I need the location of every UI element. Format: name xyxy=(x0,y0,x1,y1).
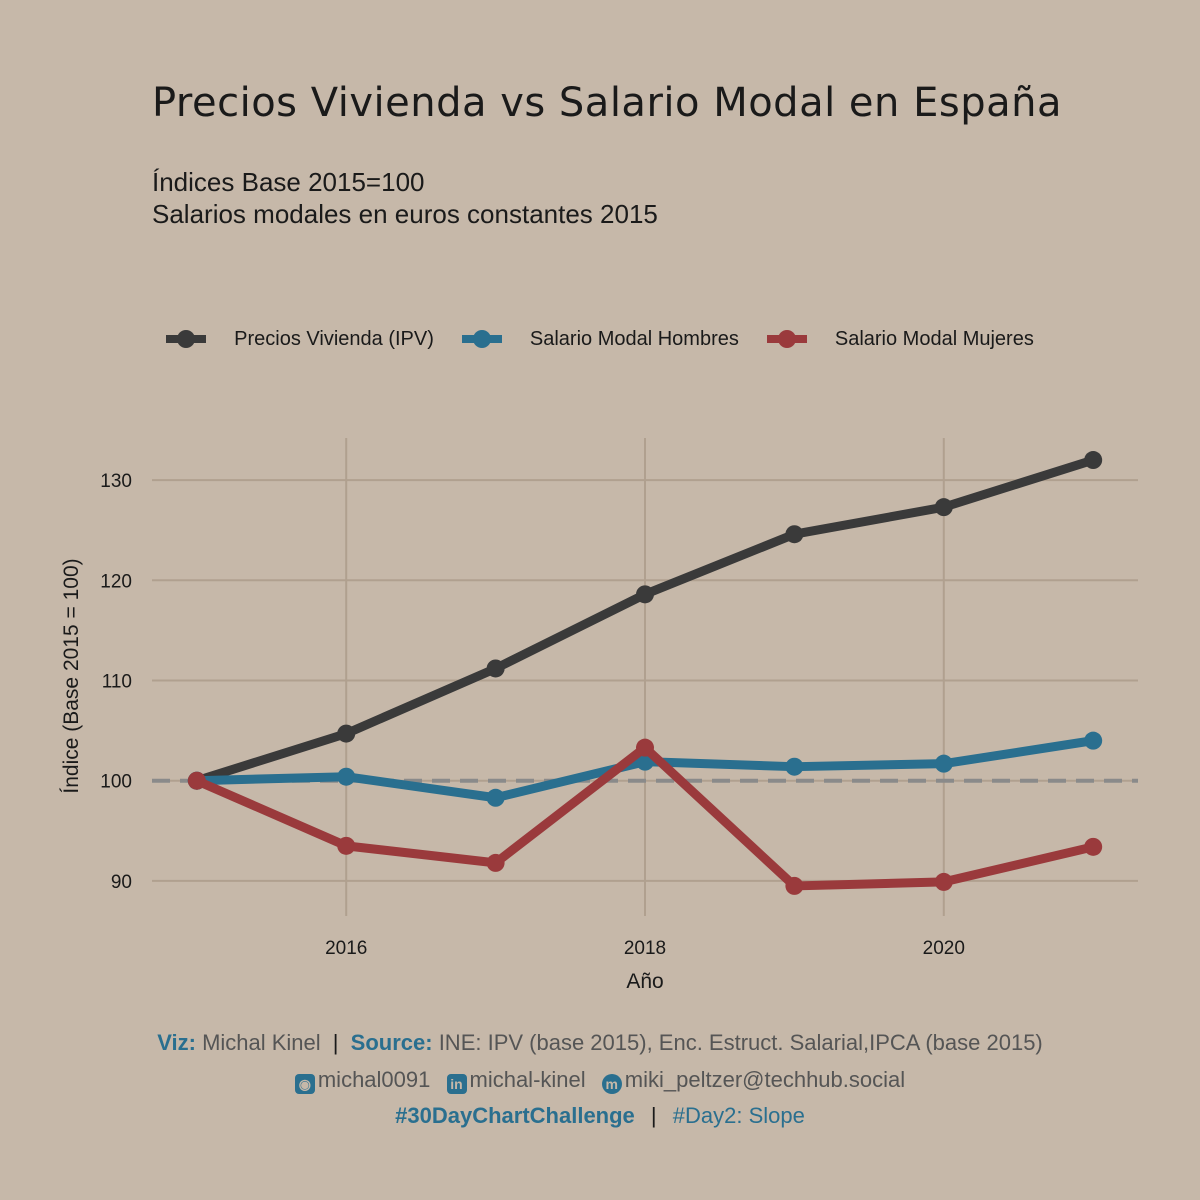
point-hombres-2020 xyxy=(934,754,953,773)
hashtag-separator: | xyxy=(650,1103,657,1128)
viz-label: Viz: xyxy=(157,1030,196,1055)
point-mujeres-2016 xyxy=(337,836,356,855)
challenge-hashtag: #30DayChartChallenge xyxy=(395,1103,635,1128)
point-hombres-2021 xyxy=(1084,731,1103,750)
github-handle[interactable]: michal0091 xyxy=(317,1067,431,1092)
y-tick-label-90: 90 xyxy=(111,872,132,893)
point-ipv-2016 xyxy=(337,724,356,743)
point-hombres-2019 xyxy=(785,757,804,776)
linkedin-handle[interactable]: michal-kinel xyxy=(469,1067,586,1092)
x-tick-label-2020: 2020 xyxy=(923,938,965,959)
subtitle-line-2: Salarios modales en euros constantes 201… xyxy=(152,199,658,229)
point-mujeres-2020 xyxy=(934,872,953,891)
chart-title: Precios Vivienda vs Salario Modal en Esp… xyxy=(152,80,1062,126)
series-group xyxy=(187,451,1103,895)
chart-subtitle: Índices Base 2015=100 Salarios modales e… xyxy=(152,166,658,230)
grid xyxy=(152,438,1138,916)
line-chart: 90 100 110 120 130 2016 2018 2020 Año Índice (B… xyxy=(60,438,1138,993)
legend-label-mujeres: Salario Modal Mujeres xyxy=(834,327,1034,350)
legend-key-mujeres xyxy=(766,330,807,348)
point-mujeres-2019 xyxy=(785,876,804,895)
footer-social: ◉ michal0091 in michal-kinel m miki_peltzer… xyxy=(0,1067,1200,1094)
viz-value: Michal Kinel xyxy=(202,1030,321,1055)
legend-key-ipv xyxy=(166,330,207,348)
point-ipv-2017 xyxy=(486,659,505,678)
point-mujeres-2021 xyxy=(1084,837,1103,856)
subtitle-line-1: Índices Base 2015=100 xyxy=(152,167,425,197)
x-axis-label: Año xyxy=(626,970,663,993)
point-ipv-2020 xyxy=(934,498,953,517)
y-tick-label-100: 100 xyxy=(100,772,132,793)
legend-label-hombres: Salario Modal Hombres xyxy=(529,327,739,350)
point-mujeres-2017 xyxy=(486,853,505,872)
point-hombres-2016 xyxy=(337,767,356,786)
linkedin-icon: in xyxy=(446,1074,467,1094)
tick-labels: 90 100 110 120 130 2016 2018 2020 xyxy=(100,471,965,959)
mastodon-handle[interactable]: miki_peltzer@techhub.social xyxy=(624,1067,906,1092)
mastodon-icon: m xyxy=(601,1074,622,1094)
y-tick-label-120: 120 xyxy=(100,571,132,592)
legend-item-hombres: Salario Modal Hombres xyxy=(461,324,739,354)
footer-credits: Viz: Michal Kinel | Source: INE: IPV (ba… xyxy=(0,1030,1200,1056)
footer-separator: | xyxy=(332,1030,339,1055)
source-label: Source: xyxy=(350,1030,433,1055)
day-hashtag: #Day2: Slope xyxy=(672,1103,805,1128)
footer-hashtags: #30DayChartChallenge | #Day2: Slope xyxy=(0,1103,1200,1129)
x-tick-label-2016: 2016 xyxy=(325,938,367,959)
source-value: INE: IPV (base 2015), Enc. Estruct. Sala… xyxy=(438,1030,1043,1055)
point-mujeres-2018 xyxy=(636,738,654,757)
y-tick-label-130: 130 xyxy=(100,471,132,492)
legend-key-hombres xyxy=(461,330,502,348)
point-ipv-2021 xyxy=(1084,451,1103,470)
point-ipv-2019 xyxy=(785,525,804,544)
point-ipv-2018 xyxy=(636,585,654,604)
point-mujeres-2015 xyxy=(187,771,206,790)
legend-item-ipv: Precios Vivienda (IPV) xyxy=(166,324,434,354)
x-tick-label-2018: 2018 xyxy=(624,938,666,959)
point-hombres-2017 xyxy=(486,788,505,807)
legend-item-mujeres: Salario Modal Mujeres xyxy=(766,324,1034,354)
y-axis-label: Índice (Base 2015 = 100) xyxy=(60,558,83,793)
legend-label-ipv: Precios Vivienda (IPV) xyxy=(234,327,434,350)
y-tick-label-110: 110 xyxy=(102,672,132,693)
chart-legend: Precios Vivienda (IPV) Salario Modal Hom… xyxy=(0,324,1200,354)
github-icon: ◉ xyxy=(294,1074,315,1094)
